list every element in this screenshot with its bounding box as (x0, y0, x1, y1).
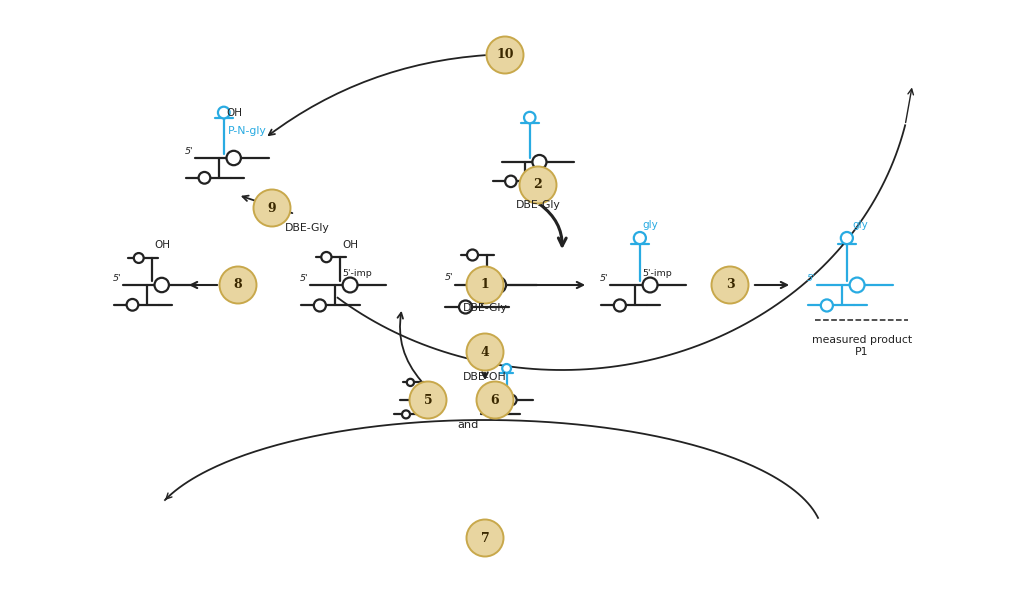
Circle shape (712, 267, 749, 303)
Circle shape (155, 278, 169, 292)
Circle shape (410, 382, 446, 418)
Circle shape (459, 300, 472, 313)
Text: 1: 1 (480, 278, 489, 291)
Circle shape (643, 277, 657, 293)
Text: 2: 2 (534, 179, 543, 192)
Circle shape (402, 411, 410, 418)
Circle shape (127, 299, 138, 311)
Circle shape (322, 252, 332, 262)
Text: 5'-imp: 5'-imp (642, 269, 672, 278)
Text: DBE-Gly: DBE-Gly (516, 200, 560, 210)
Text: DBE-Gly: DBE-Gly (285, 223, 330, 233)
Text: 7: 7 (480, 532, 489, 545)
Circle shape (199, 172, 210, 183)
Circle shape (407, 379, 414, 386)
Circle shape (505, 176, 516, 187)
Text: 5': 5' (807, 274, 815, 283)
Circle shape (134, 253, 143, 263)
Text: gly: gly (852, 220, 867, 230)
Circle shape (506, 395, 516, 405)
Text: 3: 3 (726, 278, 734, 291)
Circle shape (490, 277, 506, 293)
Circle shape (343, 277, 357, 293)
Text: DBE-Gly: DBE-Gly (463, 303, 507, 313)
Text: 9: 9 (267, 202, 276, 215)
Circle shape (613, 299, 626, 312)
Circle shape (219, 267, 256, 303)
Circle shape (419, 395, 430, 405)
Circle shape (489, 411, 497, 418)
Text: gly: gly (642, 220, 657, 230)
Text: and: and (458, 420, 478, 430)
Text: OH: OH (342, 240, 358, 250)
Text: DBE-OH: DBE-OH (463, 372, 507, 382)
Text: 5': 5' (113, 274, 121, 283)
Circle shape (254, 189, 291, 227)
Circle shape (476, 382, 513, 418)
Text: 5': 5' (600, 274, 608, 283)
Circle shape (467, 267, 504, 303)
Circle shape (821, 299, 833, 312)
Circle shape (841, 232, 853, 244)
Circle shape (226, 151, 241, 165)
Circle shape (467, 333, 504, 371)
Circle shape (532, 155, 547, 169)
Circle shape (467, 520, 504, 556)
Circle shape (467, 250, 478, 261)
Circle shape (313, 299, 326, 312)
Circle shape (502, 364, 511, 373)
Text: OH: OH (154, 240, 170, 250)
Text: P-N-gly: P-N-gly (228, 126, 266, 136)
Circle shape (519, 166, 556, 204)
Text: 5': 5' (300, 274, 308, 283)
Text: 5': 5' (184, 147, 194, 156)
Text: 10: 10 (497, 48, 514, 61)
Circle shape (524, 112, 536, 123)
Text: 5: 5 (424, 394, 432, 407)
Text: 5'-imp: 5'-imp (342, 269, 372, 278)
Text: 8: 8 (233, 278, 243, 291)
Circle shape (850, 277, 864, 293)
Text: measured product
P1: measured product P1 (812, 335, 912, 356)
Circle shape (634, 232, 646, 244)
Circle shape (486, 37, 523, 74)
Text: 5': 5' (444, 274, 453, 283)
Text: 6: 6 (490, 394, 500, 407)
Circle shape (218, 107, 229, 119)
Text: OH: OH (226, 108, 242, 118)
Text: 4: 4 (480, 346, 489, 359)
